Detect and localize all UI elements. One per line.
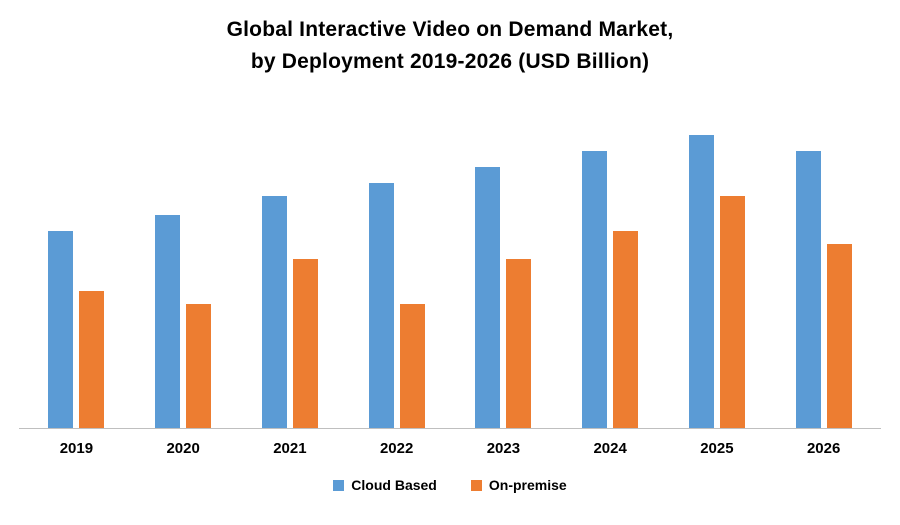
bar-cloud-based xyxy=(261,196,287,428)
chart-legend: Cloud Based On-premise xyxy=(0,477,900,493)
legend-item: On-premise xyxy=(470,477,567,493)
bar-cloud-based xyxy=(475,167,501,428)
bar-on-premise xyxy=(399,304,425,428)
bar-group-2026: 2026 xyxy=(795,110,852,457)
bar-pair xyxy=(368,110,425,428)
bar-pair xyxy=(48,110,105,428)
x-tick-label: 2023 xyxy=(486,440,521,457)
bar-chart: 2019 2020 2021 2022 2023 2024 2025 2026 xyxy=(15,110,885,457)
x-tick-label: 2020 xyxy=(166,440,200,457)
bar-cloud-based xyxy=(795,151,821,428)
bar-on-premise xyxy=(79,291,105,428)
bar-pair xyxy=(261,110,318,428)
bar-group-2022: 2022 xyxy=(368,110,425,457)
bar-pair xyxy=(475,110,532,428)
bar-on-premise xyxy=(719,196,745,428)
x-axis-line xyxy=(19,428,881,429)
bar-on-premise xyxy=(826,244,852,428)
chart-title-line2: by Deployment 2019-2026 (USD Billion) xyxy=(250,50,650,73)
bar-on-premise xyxy=(186,304,212,428)
bar-group-2023: 2023 xyxy=(475,110,532,457)
legend-item: Cloud Based xyxy=(333,477,437,493)
x-tick-label: 2019 xyxy=(59,440,94,457)
bar-pair xyxy=(582,110,639,428)
chart-title-line1: Global Interactive Video on Demand Marke… xyxy=(226,18,674,41)
bar-group-2020: 2020 xyxy=(155,110,212,457)
bar-on-premise xyxy=(292,259,318,428)
legend-swatch-icon xyxy=(470,479,482,491)
legend-label: On-premise xyxy=(488,477,567,493)
bar-group-2019: 2019 xyxy=(48,110,105,457)
bar-cloud-based xyxy=(368,183,394,428)
x-tick-label: 2022 xyxy=(379,440,414,457)
bar-pair xyxy=(688,110,745,428)
chart-title: Global Interactive Video on Demand Marke… xyxy=(0,14,900,78)
bar-cloud-based xyxy=(688,135,714,428)
bar-group-2025: 2025 xyxy=(688,110,745,457)
bar-cloud-based xyxy=(48,231,74,428)
bar-pair xyxy=(155,110,212,428)
bar-group-2021: 2021 xyxy=(261,110,318,457)
bar-pair xyxy=(795,110,852,428)
bar-on-premise xyxy=(506,259,532,428)
bar-group-2024: 2024 xyxy=(582,110,639,457)
x-tick-label: 2025 xyxy=(700,440,734,457)
bar-cloud-based xyxy=(155,215,181,428)
x-tick-label: 2024 xyxy=(593,440,627,457)
bar-on-premise xyxy=(613,231,639,428)
x-tick-label: 2026 xyxy=(806,440,841,457)
x-tick-label: 2021 xyxy=(273,440,307,457)
legend-label: Cloud Based xyxy=(351,477,437,493)
legend-swatch-icon xyxy=(333,479,345,491)
plot-area: 2019 2020 2021 2022 2023 2024 2025 2026 xyxy=(15,110,885,457)
bar-cloud-based xyxy=(582,151,608,428)
